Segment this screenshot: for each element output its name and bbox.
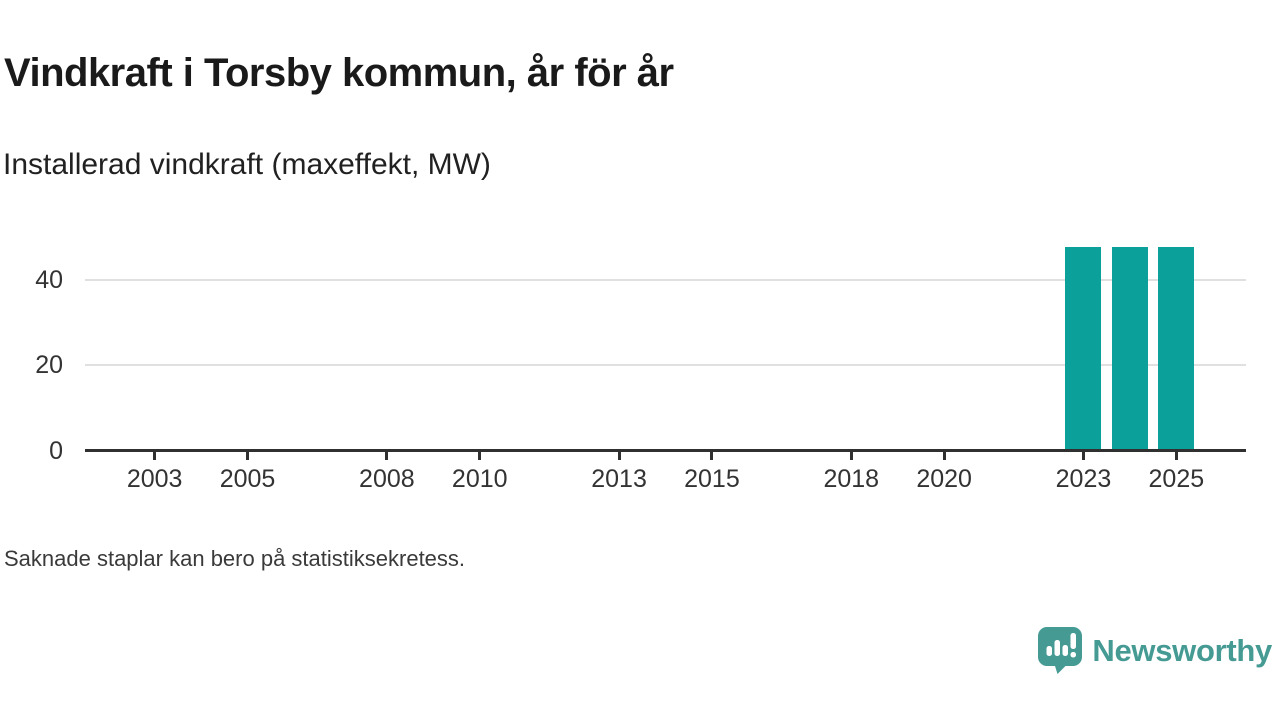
y-tick-label: 40 bbox=[35, 265, 63, 294]
y-tick-label: 20 bbox=[35, 351, 63, 379]
x-axis-tick bbox=[1081, 452, 1085, 460]
x-tick-label: 2010 bbox=[451, 465, 508, 493]
x-tick-label: 2025 bbox=[1148, 465, 1205, 493]
x-axis-tick bbox=[153, 452, 157, 460]
bar bbox=[1065, 246, 1102, 451]
newsworthy-logo-text: Newsworthy bbox=[1092, 632, 1272, 668]
chart-title: Vindkraft i Torsby kommun, år för år bbox=[4, 51, 674, 95]
x-axis-tick bbox=[617, 452, 621, 460]
x-axis-tick bbox=[478, 452, 482, 460]
x-axis-tick bbox=[942, 452, 946, 460]
x-tick-label: 2013 bbox=[591, 465, 647, 493]
x-tick-label: 2018 bbox=[823, 465, 880, 493]
x-axis-line bbox=[85, 449, 1246, 452]
x-tick-label: 2020 bbox=[916, 465, 972, 493]
chart-footnote: Saknade staplar kan bero på statistiksek… bbox=[4, 546, 466, 571]
y-tick-label: 0 bbox=[49, 436, 63, 465]
newsworthy-logo: Newsworthy bbox=[1037, 626, 1272, 675]
x-axis-tick bbox=[246, 452, 250, 460]
chart-subtitle: Installerad vindkraft (maxeffekt, MW) bbox=[3, 148, 491, 181]
x-tick-label: 2005 bbox=[219, 465, 276, 493]
x-axis-tick bbox=[385, 452, 389, 460]
x-axis-tick bbox=[710, 452, 714, 460]
bar bbox=[1158, 246, 1195, 451]
x-tick-label: 2023 bbox=[1055, 465, 1112, 493]
y-gridline bbox=[85, 278, 1246, 281]
bar bbox=[1111, 246, 1148, 451]
x-tick-label: 2008 bbox=[359, 465, 415, 493]
x-axis-tick bbox=[1174, 452, 1178, 460]
x-axis-tick bbox=[849, 452, 853, 460]
y-gridline bbox=[85, 364, 1246, 366]
x-tick-label: 2015 bbox=[684, 465, 740, 493]
x-tick-label: 2003 bbox=[126, 465, 183, 493]
newsworthy-logo-icon bbox=[1037, 626, 1084, 675]
